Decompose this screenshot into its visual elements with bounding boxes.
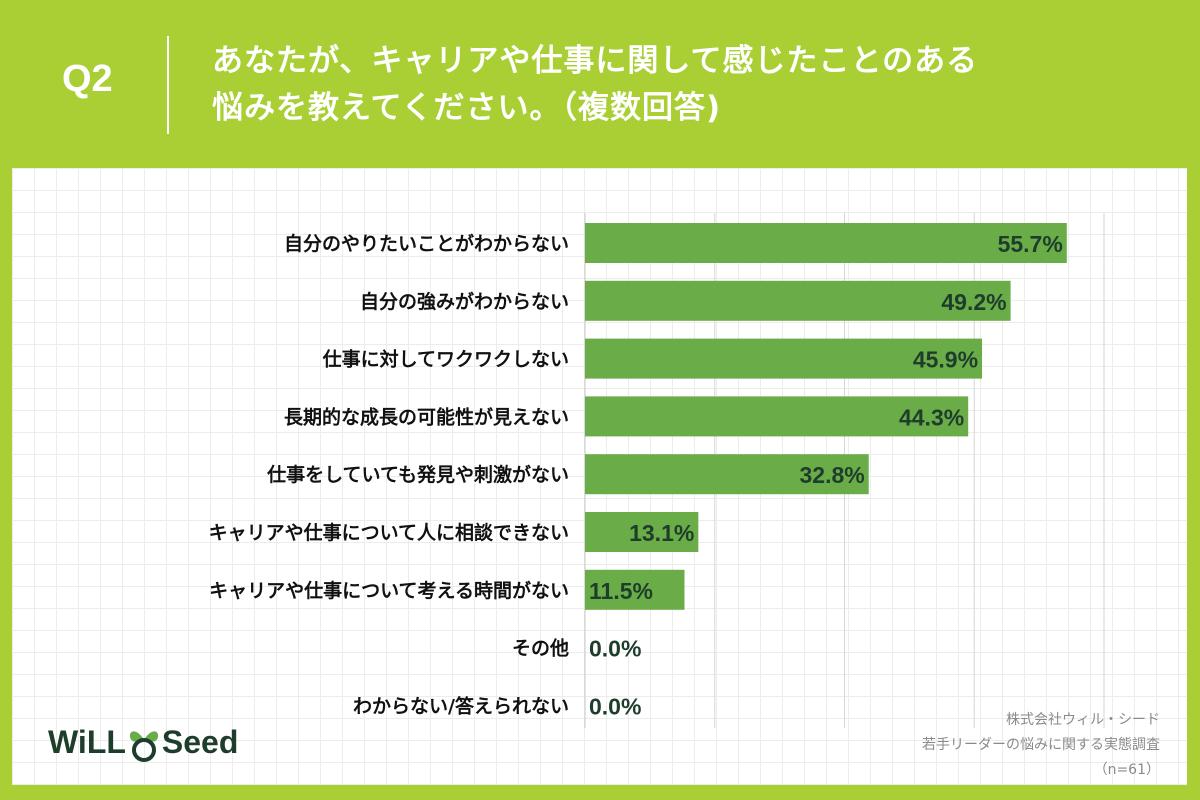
value-label: 13.1% — [629, 520, 694, 546]
source-note: 株式会社ウィル・シード 若手リーダーの悩みに関する実態調査 （n=61） — [922, 708, 1160, 783]
value-label: 49.2% — [941, 289, 1006, 315]
question-line-1: あなたが、キャリアや仕事に関して感じたことのある — [212, 43, 979, 79]
question-line-2: 悩みを教えてください。（複数回答) — [212, 90, 722, 126]
sprout-icon — [129, 731, 158, 762]
category-label: わからない/答えられない — [353, 694, 569, 717]
source-sample-size: （n=61） — [1093, 762, 1160, 778]
category-label: その他 — [512, 637, 569, 660]
question-number: Q2 — [62, 58, 113, 100]
value-label: 0.0% — [589, 636, 641, 662]
category-label: 自分のやりたいことがわからない — [284, 232, 569, 255]
category-label: 自分の強みがわからない — [360, 290, 569, 313]
value-label: 55.7% — [998, 231, 1063, 257]
category-label: 長期的な成長の可能性が見えない — [284, 405, 569, 428]
category-label: キャリアや仕事について人に相談できない — [209, 521, 569, 544]
header-divider — [167, 36, 169, 134]
value-label: 44.3% — [899, 404, 964, 430]
category-label: 仕事をしていても発見や刺激がない — [266, 463, 569, 486]
bar — [585, 569, 685, 610]
bar — [585, 396, 969, 437]
bar — [585, 512, 699, 552]
logo-text-left: WiLL — [48, 723, 126, 760]
source-company: 株式会社ウィル・シード — [1006, 712, 1160, 728]
bar-chart: 自分のやりたいことがわからない 55.7% 自分の強みがわからない 49.2% 仕事に対… — [209, 213, 1105, 728]
question-text: あなたが、キャリアや仕事に関して感じたことのある 悩みを教えてください。（複数回… — [212, 38, 1112, 132]
source-survey: 若手リーダーの悩みに関する実態調査 — [922, 737, 1160, 753]
value-label: 0.0% — [589, 693, 641, 719]
willseed-logo: WiLL Seed — [48, 722, 238, 762]
bar — [585, 454, 869, 495]
chart-panel: 自分のやりたいことがわからない 55.7% 自分の強みがわからない 49.2% 仕事に対… — [12, 168, 1187, 785]
value-label: 45.9% — [913, 347, 978, 373]
value-label: 11.5% — [589, 578, 653, 604]
category-label: キャリアや仕事について考える時間がない — [209, 579, 569, 602]
bar — [585, 223, 1067, 263]
bar — [585, 338, 983, 379]
logo-text-right: Seed — [161, 723, 239, 760]
value-label: 32.8% — [800, 462, 865, 488]
bar — [585, 280, 1011, 321]
category-label: 仕事に対してワクワクしない — [322, 348, 569, 371]
